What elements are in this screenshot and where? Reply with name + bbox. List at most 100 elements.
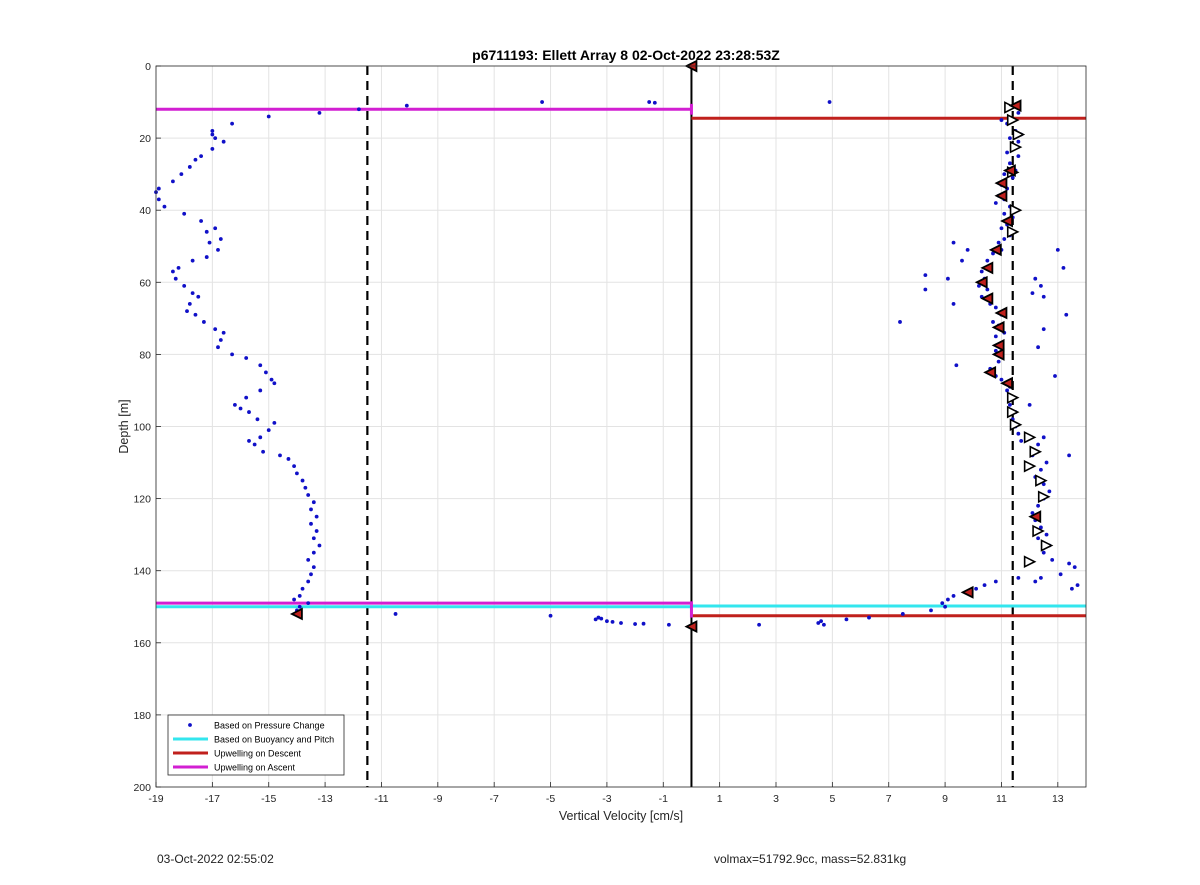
pressure-change-point (213, 327, 218, 332)
pressure-change-point (993, 348, 998, 353)
pressure-change-point (210, 132, 215, 137)
pressure-change-point (1008, 161, 1012, 166)
pressure-change-point (816, 621, 821, 625)
pressure-change-point (991, 251, 995, 256)
pressure-change-point (996, 359, 1001, 364)
descent-marker (991, 320, 1005, 334)
pressure-change-point (258, 388, 263, 393)
descent-marker (974, 275, 988, 289)
pressure-change-point (269, 377, 274, 382)
pressure-change-point (1039, 284, 1043, 288)
pressure-change-point (929, 608, 933, 613)
pressure-change-point (923, 287, 928, 292)
descent-marker (994, 189, 1008, 203)
pressure-change-point (1002, 172, 1007, 177)
y-tick-label: 120 (133, 494, 151, 506)
pressure-change-point (993, 334, 998, 339)
pressure-change-point (757, 622, 761, 627)
y-tick-label: 200 (133, 782, 151, 794)
pressure-change-point (822, 622, 826, 627)
x-tick-label: 7 (886, 793, 892, 805)
descent-marker (994, 306, 1008, 320)
pressure-change-point (182, 284, 187, 288)
pressure-change-point (1036, 503, 1040, 508)
pressure-change-point (311, 536, 316, 541)
pressure-change-point (946, 276, 950, 281)
legend-swatch (188, 723, 192, 727)
pressure-change-point (940, 601, 945, 606)
pressure-change-point (1036, 345, 1040, 350)
x-tick-label: 5 (829, 793, 835, 805)
pressure-change-point (292, 597, 296, 602)
descent-marker (684, 620, 698, 634)
pressure-change-point (264, 370, 268, 375)
pressure-change-point (1002, 237, 1007, 241)
pressure-change-point (593, 617, 598, 622)
pressure-change-point (605, 619, 609, 624)
pressure-change-point (1033, 276, 1038, 281)
pressure-change-point (213, 226, 218, 231)
pressure-change-point (216, 345, 220, 350)
pressure-change-point (306, 557, 311, 562)
x-tick-label: -3 (602, 793, 611, 805)
legend-label: Based on Pressure Change (214, 721, 325, 731)
pressure-change-point (213, 136, 218, 141)
legend-label: Based on Buoyancy and Pitch (214, 735, 334, 745)
pressure-change-point (272, 381, 277, 386)
pressure-change-point (230, 121, 234, 126)
ascent-marker (1006, 391, 1020, 404)
pressure-change-point (1058, 572, 1063, 577)
pressure-change-point (171, 269, 175, 274)
pressure-change-point (667, 622, 671, 627)
pressure-change-point (1055, 247, 1060, 252)
pressure-change-point (314, 529, 319, 533)
pressure-change-point (999, 118, 1004, 122)
pressure-change-point (272, 420, 277, 425)
descent-marker (960, 585, 974, 599)
pressure-change-point (827, 100, 832, 104)
pressure-change-point (306, 601, 311, 606)
descent-marker (980, 292, 994, 305)
pressure-change-point (221, 330, 226, 335)
pressure-change-point (999, 226, 1004, 231)
pressure-change-point (300, 586, 305, 591)
pressure-change-point (943, 604, 947, 609)
pressure-change-point (1047, 489, 1052, 494)
pressure-change-point (1016, 110, 1021, 115)
pressure-change-point (204, 255, 209, 259)
pressure-change-point (193, 312, 198, 317)
y-tick-label: 160 (133, 638, 151, 650)
legend: Based on Pressure Change Based on Buoyanc… (167, 714, 345, 776)
descent-marker (991, 347, 1005, 361)
pressure-change-point (300, 478, 305, 483)
pressure-change-point (1039, 467, 1043, 472)
pressure-change-point (244, 395, 249, 400)
pressure-change-point (1050, 557, 1055, 562)
pressure-change-point (255, 417, 260, 422)
y-tick-label: 60 (139, 277, 151, 289)
pressure-change-point (247, 410, 251, 414)
plot-border (155, 65, 1087, 788)
pressure-change-point (540, 100, 544, 104)
descent-marker (983, 365, 997, 379)
descent-marker (1002, 164, 1016, 178)
pressure-change-point (210, 147, 215, 151)
pressure-change-point (946, 597, 950, 602)
pressure-change-point (297, 594, 302, 598)
pressure-change-point (233, 402, 237, 407)
pressure-change-point (1039, 525, 1043, 530)
legend-box (167, 714, 345, 776)
x-tick-label: -17 (205, 793, 220, 805)
descent-marker (1000, 376, 1013, 390)
ascent-marker (1032, 524, 1045, 538)
upwelling-lines (156, 103, 1086, 618)
y-tick-label: 40 (139, 205, 151, 217)
pressure-change-point (960, 258, 964, 263)
ascent-marker (1006, 225, 1020, 239)
pressure-change-point (238, 406, 243, 411)
pressure-change-point (923, 273, 928, 277)
pressure-change-point (199, 154, 203, 159)
pressure-change-point (1061, 265, 1066, 270)
pressure-change-point (1033, 579, 1038, 584)
